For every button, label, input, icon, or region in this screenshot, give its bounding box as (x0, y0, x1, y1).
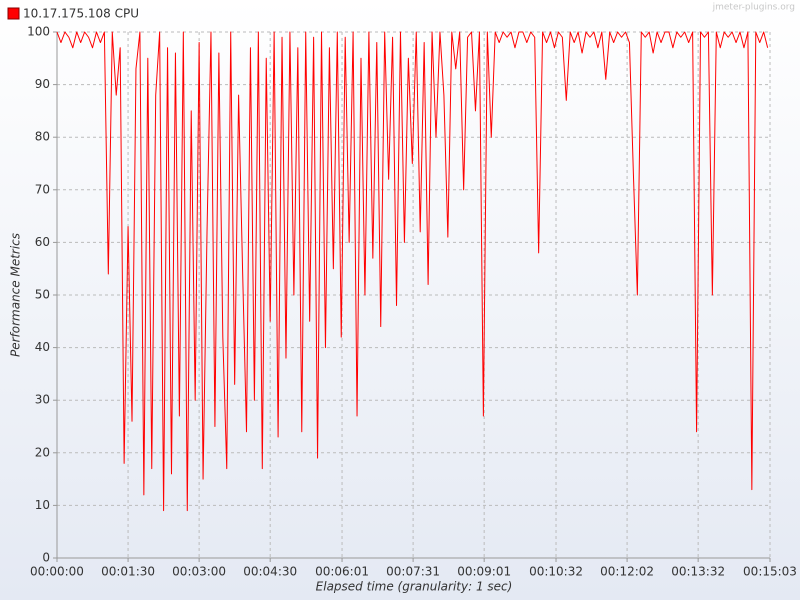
y-tick-label: 100 (27, 25, 50, 39)
y-tick-label: 60 (35, 235, 50, 249)
x-tick-label: 00:12:02 (600, 565, 654, 579)
y-tick-label: 90 (35, 77, 50, 91)
y-tick-label: 50 (35, 288, 50, 302)
legend-label: 10.17.175.108 CPU (23, 7, 139, 21)
y-tick-label: 70 (35, 182, 50, 196)
y-tick-label: 30 (35, 393, 50, 407)
x-tick-label: 00:03:00 (172, 565, 226, 579)
x-tick-label: 00:00:00 (30, 565, 84, 579)
legend-swatch (7, 7, 20, 20)
watermark: jmeter-plugins.org (712, 3, 795, 13)
y-tick-label: 0 (42, 551, 50, 565)
x-tick-label: 00:13:32 (671, 565, 725, 579)
x-tick-label: 00:09:01 (457, 565, 511, 579)
y-axis-label: Performance Metrics (9, 233, 23, 357)
x-tick-label: 00:04:30 (243, 565, 297, 579)
series-line (56, 31, 769, 512)
x-axis-label: Elapsed time (granularity: 1 sec) (316, 580, 513, 594)
x-tick-label: 00:06:01 (315, 565, 369, 579)
x-tick-label: 00:01:30 (101, 565, 155, 579)
y-tick-label: 20 (35, 445, 50, 459)
x-tick-label: 00:07:31 (386, 565, 440, 579)
x-tick-label: 00:15:03 (743, 565, 797, 579)
x-tick-label: 00:10:32 (529, 565, 583, 579)
y-tick-label: 10 (35, 498, 50, 512)
y-tick-label: 40 (35, 340, 50, 354)
y-tick-label: 80 (35, 130, 50, 144)
